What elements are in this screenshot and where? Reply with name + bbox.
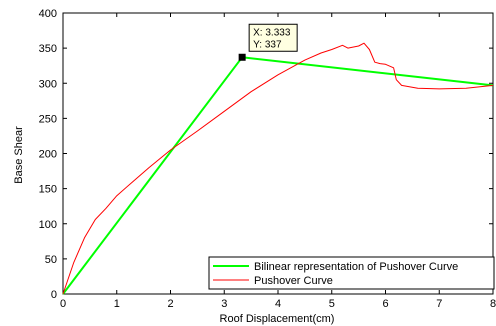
- x-tick-label: 0: [60, 298, 66, 310]
- data-tip-marker[interactable]: [238, 53, 246, 61]
- x-tick-label: 8: [490, 298, 496, 310]
- x-tick-label: 6: [382, 298, 388, 310]
- legend: Bilinear representation of Pushover Curv…: [208, 256, 495, 290]
- axis-ticks: 0 1 2 3 4 5 6 7 8 0 50 100 150 200 250 300 350 400: [39, 8, 496, 310]
- data-tip-y: Y: 337: [253, 39, 282, 50]
- x-tick-label: 2: [167, 298, 173, 310]
- data-tip-x: X: 3.333: [253, 27, 291, 38]
- y-tick-label: 250: [39, 113, 57, 125]
- y-tick-label: 50: [45, 254, 57, 266]
- y-tick-label: 200: [39, 149, 57, 161]
- y-tick-label: 150: [39, 184, 57, 196]
- x-tick-label: 1: [114, 298, 120, 310]
- plot-area: [62, 12, 494, 295]
- y-tick-label: 300: [39, 78, 57, 90]
- x-axis-label: Roof Displacement(cm): [220, 313, 335, 325]
- legend-label-bilinear: Bilinear representation of Pushover Curv…: [254, 261, 458, 273]
- legend-box: [208, 256, 495, 290]
- y-tick-label: 350: [39, 43, 57, 55]
- y-tick-label: 0: [51, 289, 57, 301]
- series-line-pushover: [62, 42, 494, 295]
- x-tick-label: 7: [436, 298, 442, 310]
- y-axis-label: Base Shear: [13, 126, 25, 184]
- x-tick-label: 3: [221, 298, 227, 310]
- x-tick-label: 4: [275, 298, 281, 310]
- y-tick-label: 400: [39, 8, 57, 20]
- y-tick-label: 100: [39, 219, 57, 231]
- data-tip-box: [248, 23, 298, 52]
- x-tick-label: 5: [329, 298, 335, 310]
- legend-label-pushover: Pushover Curve: [254, 275, 333, 287]
